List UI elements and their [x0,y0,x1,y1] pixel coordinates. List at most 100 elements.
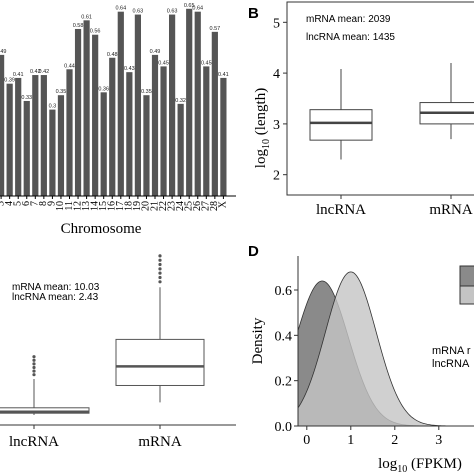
panel-d-letter: D [248,243,259,260]
bar-11 [92,34,99,196]
d-y-tick-label-0: 0.0 [275,420,293,435]
bar-value-label-25: 0.57 [209,26,220,32]
panel-a-bars [0,8,227,197]
bar-value-label-9: 0.58 [73,23,84,29]
panel-b-annotation-lncrna: lncRNA mean: 1435 [306,32,395,43]
x-tick-label-5: 8 [38,201,49,206]
bar-15 [126,72,133,196]
x-tick-label-2: 5 [12,201,23,206]
bar-value-label-23: 0.64 [192,6,203,12]
panel-c-annotation-lncrna: lncRNA mean: 2.43 [12,292,99,303]
bar-5 [40,75,47,196]
panel-c-x-label-lncrna: lncRNA [9,434,59,450]
bar-10 [83,20,90,196]
b-y-tick-label-1: 3 [273,118,280,133]
bar-12 [100,92,107,196]
bar-value-label-21: 0.32 [175,98,186,104]
x-tick-label-13: 16 [107,201,118,211]
c-outlier-1-2 [158,271,162,275]
c-outlier-0-1 [32,369,36,373]
bar-value-label-26: 0.41 [218,72,229,78]
panel-a-x-axis-title: Chromosome [61,221,142,237]
bar-value-label-5: 0.42 [38,69,49,75]
panel-c-annotation-mrna: mRNA mean: 10.03 [12,282,100,293]
d-x-tick-label-1: 1 [347,433,354,448]
x-tick-label-1: 4 [4,201,15,206]
c-outlier-1-3 [158,267,162,271]
bar-7 [57,95,65,196]
d-y-tick-label-2: 0.4 [275,329,293,344]
d-x-tick-label-2: 2 [391,433,398,448]
bar-14 [117,11,124,197]
x-tick-label-9: 12 [72,201,83,211]
c-outlier-1-0 [158,280,162,284]
b-y-tick-label-3: 5 [273,16,280,31]
panel-d-annotation-lncrna: lncRNA [432,358,470,370]
x-tick-label-20: 23 [166,201,177,211]
panel-d: D 0.0 0.2 0.4 0.6 0 1 2 3 Density log10 (FPKM)… [248,243,474,474]
b-y-tick-label-0: 2 [273,169,280,184]
bar-value-label-20: 0.63 [167,9,178,15]
c-outlier-0-0 [32,373,36,377]
bar-26 [220,77,227,196]
bar-value-label-19: 0.45 [158,60,169,66]
bar-value-label-24: 0.45 [201,60,212,66]
panel-b-annotation-mrna: mRNA mean: 2039 [306,14,391,25]
x-tick-label-16: 19 [132,201,143,211]
x-tick-label-19: 22 [158,201,169,211]
d-x-tick-label-0: 0 [303,433,310,448]
panel-b-frame [286,1,474,196]
bar-18 [151,54,159,196]
bar-25 [211,31,218,197]
bar-9 [74,28,82,197]
bar-value-label-7: 0.35 [56,89,67,95]
bar-16 [134,14,141,197]
bar-24 [203,66,210,197]
x-tick-label-7: 10 [55,201,66,211]
bar-6 [49,109,56,196]
bar-0 [0,54,5,196]
c-outlier-1-4 [158,262,162,267]
bar-4 [32,75,39,196]
bar-23 [194,11,201,197]
bar-value-label-0: 0.49 [0,49,6,55]
x-tick-label-0: 3 [0,201,6,206]
c-outlier-1-6 [158,254,162,258]
c-box-1 [115,338,205,386]
x-tick-label-15: 18 [124,201,135,211]
panel-b-boxes [309,62,474,160]
bar-value-label-15: 0.43 [124,66,135,72]
x-tick-label-14: 17 [115,201,126,211]
b-y-tick-label-2: 4 [273,67,280,82]
bar-value-label-14: 0.64 [115,6,126,12]
bar-value-label-6: 0.3 [49,104,57,110]
x-tick-label-10: 13 [81,201,92,211]
x-tick-label-21: 24 [175,201,186,211]
bar-value-label-18: 0.49 [150,49,161,55]
x-tick-label-22: 25 [183,201,194,211]
bar-3 [23,100,30,196]
bar-value-label-12: 0.36 [98,86,109,92]
x-tick-label-6: 9 [47,201,58,206]
x-tick-label-11: 14 [89,201,100,211]
bar-value-label-13: 0.48 [107,52,118,58]
x-tick-label-12: 15 [98,201,109,211]
panel-b-x-label-lncrna: lncRNA [316,202,366,218]
c-outlier-0-4 [32,358,36,362]
bar-1 [6,83,13,196]
bar-value-label-22: 0.65 [184,3,195,9]
x-tick-label-3: 6 [21,201,32,206]
panel-d-x-ticks: 0 1 2 3 [303,426,442,448]
bar-13 [109,57,116,197]
d-y-tick-label-1: 0.2 [275,375,293,390]
panel-d-annotation-mrna: mRNA r [432,345,471,357]
x-tick-label-25: 28 [209,201,220,211]
x-tick-label-26: X [218,200,229,208]
panel-d-x-axis-title: log10 (FPKM) [378,456,462,474]
panel-b-x-label-mrna: mRNA [429,202,473,218]
bar-21 [177,103,184,196]
panel-c-x-label-mrna: mRNA [138,434,182,450]
x-tick-label-24: 27 [201,201,212,211]
x-tick-label-18: 21 [149,201,160,211]
bar-value-label-10: 0.61 [81,14,92,20]
